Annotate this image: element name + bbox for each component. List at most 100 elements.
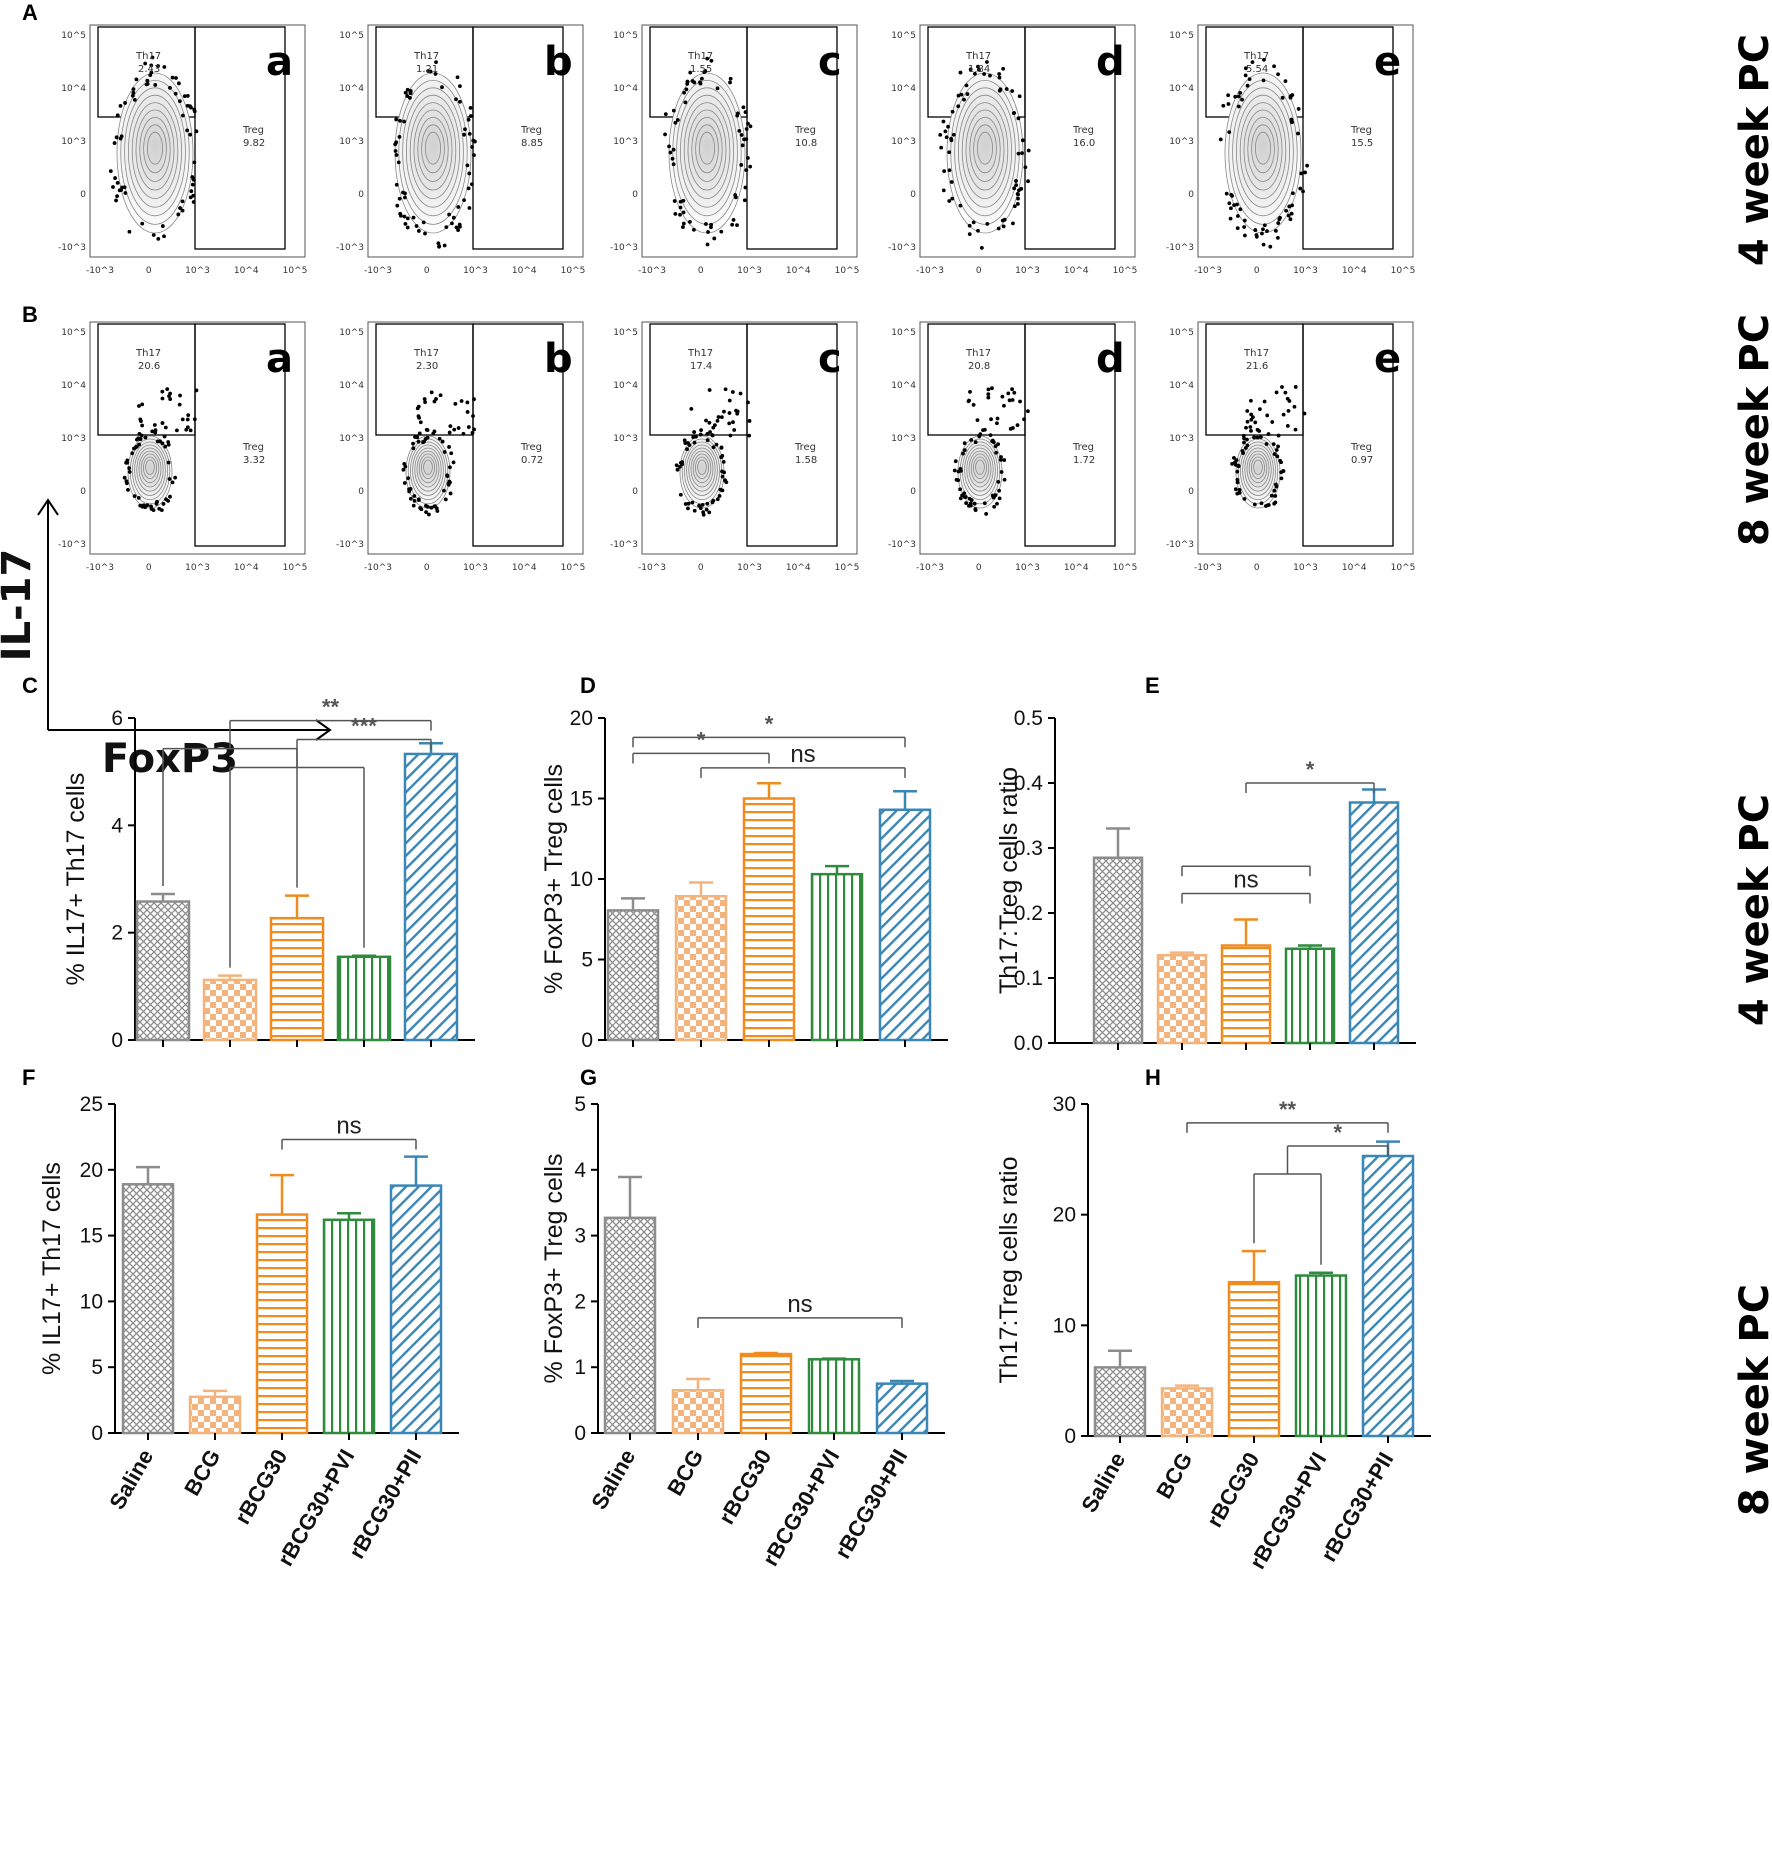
event-dot	[976, 228, 980, 233]
event-dot	[982, 501, 987, 506]
event-dot	[720, 474, 725, 479]
event-dot	[998, 457, 1003, 462]
y-tick-label: 20	[1053, 1204, 1076, 1227]
flow-y-tick: 0	[910, 190, 916, 200]
event-dot	[160, 421, 165, 425]
event-dot	[971, 403, 976, 407]
event-dot	[156, 64, 160, 68]
flow-plot: 10^5 10^4 10^3 0 -10^3 -10^3 0 10^3 10^4 10^5 Th17…	[58, 24, 307, 276]
event-dot	[424, 510, 428, 515]
event-dot	[1292, 404, 1297, 409]
event-dot	[1288, 217, 1293, 222]
event-dot	[1236, 94, 1241, 99]
event-dot	[143, 61, 148, 66]
th17-gate-value: 17.4	[690, 361, 712, 372]
event-dot	[711, 498, 716, 503]
event-dot	[683, 502, 688, 506]
flow-x-tick: 10^3	[1015, 266, 1040, 276]
y-tick-label: 0	[581, 1029, 593, 1052]
bar-saline	[121, 1183, 175, 1435]
event-dot	[993, 444, 998, 449]
treg-gate-label: Treg	[1350, 442, 1372, 453]
event-dot	[180, 417, 185, 422]
event-dot	[1012, 111, 1017, 115]
event-dot	[416, 439, 421, 444]
flow-plot: 10^5 10^4 10^3 0 -10^3 -10^3 0 10^3 10^4 10^5 Th17…	[888, 24, 1137, 276]
event-dot	[150, 55, 155, 60]
contour-ring	[135, 109, 175, 191]
event-dot	[163, 444, 168, 449]
treg-gate-label: Treg	[1072, 125, 1094, 136]
event-dot	[192, 109, 197, 114]
flow-y-tick: 0	[1188, 487, 1194, 497]
flow-plot-frame	[367, 321, 584, 555]
event-dot	[112, 141, 117, 145]
event-dot	[709, 58, 714, 63]
event-dot	[1269, 493, 1274, 498]
flow-y-tick: 10^5	[339, 31, 364, 41]
event-dot	[422, 439, 426, 444]
flow-y-tick: 0	[80, 190, 86, 200]
event-dot	[143, 435, 148, 440]
event-dot	[741, 105, 746, 110]
th17-gate-label: Th17	[965, 348, 991, 359]
flow-y-tick: 0	[80, 487, 86, 497]
event-dot	[692, 227, 696, 232]
contour-ring	[958, 94, 1013, 208]
y-tick-label: 0.1	[1014, 967, 1043, 990]
contour-ring	[409, 102, 457, 200]
contour-ring	[120, 79, 190, 225]
bar-rbcg30-pvi	[1284, 947, 1336, 1045]
event-dot	[1248, 398, 1253, 403]
bar-rbcg30-pii	[875, 1382, 929, 1435]
event-dot	[716, 415, 721, 419]
event-dot	[434, 60, 438, 65]
event-dot	[1262, 223, 1267, 228]
event-dot	[155, 499, 159, 504]
event-dot	[1224, 191, 1229, 196]
flow-x-tick: -10^3	[86, 563, 114, 573]
event-dot	[727, 398, 732, 403]
treg-gate-label: Treg	[1350, 125, 1372, 136]
event-dot	[1019, 186, 1024, 191]
event-dot	[182, 94, 187, 99]
treg-gate-value: 0.97	[1351, 455, 1373, 466]
th17-gate-value: 1.55	[690, 64, 712, 75]
event-dot	[692, 80, 697, 85]
event-dot	[681, 221, 686, 226]
event-dot	[414, 224, 419, 228]
bar-rbcg30-pii	[403, 752, 459, 1042]
row-b-side-label: 8 week PC	[1732, 314, 1772, 546]
flow-x-tick: 10^4	[234, 563, 259, 573]
event-dot	[968, 501, 973, 506]
event-dot	[956, 469, 961, 474]
event-dot	[991, 495, 996, 500]
th17-gate-label: Th17	[135, 348, 161, 359]
event-dot	[127, 466, 132, 471]
event-dot	[405, 225, 410, 230]
treg-gate-label: Treg	[242, 125, 264, 136]
bar-rbcg30-pvi	[322, 1218, 376, 1435]
event-dot	[440, 85, 444, 90]
event-dot	[1296, 107, 1301, 111]
event-dot	[401, 190, 405, 195]
contour-ring	[1242, 444, 1274, 496]
y-tick-label: 30	[1053, 1093, 1076, 1116]
event-dot	[675, 467, 680, 472]
flow-plot: 10^5 10^4 10^3 0 -10^3 -10^3 0 10^3 10^4 10^5 Th17…	[336, 321, 585, 573]
contour-ring	[697, 459, 707, 475]
event-dot	[1233, 94, 1238, 99]
event-dot	[740, 143, 745, 148]
flow-plot: 10^5 10^4 10^3 0 -10^3 -10^3 0 10^3 10^4 10^5 Th17…	[1166, 24, 1415, 276]
treg-gate	[472, 26, 564, 250]
event-dot	[394, 182, 399, 187]
event-dot	[465, 163, 470, 168]
event-dot	[1238, 207, 1243, 212]
flow-x-tick: 10^4	[1342, 266, 1367, 276]
event-dot	[447, 445, 451, 449]
flow-y-tick: 10^3	[61, 434, 86, 444]
event-dot	[746, 121, 750, 126]
event-dot	[403, 90, 408, 95]
event-dot	[408, 496, 413, 501]
y-tick-label: 15	[570, 788, 593, 811]
